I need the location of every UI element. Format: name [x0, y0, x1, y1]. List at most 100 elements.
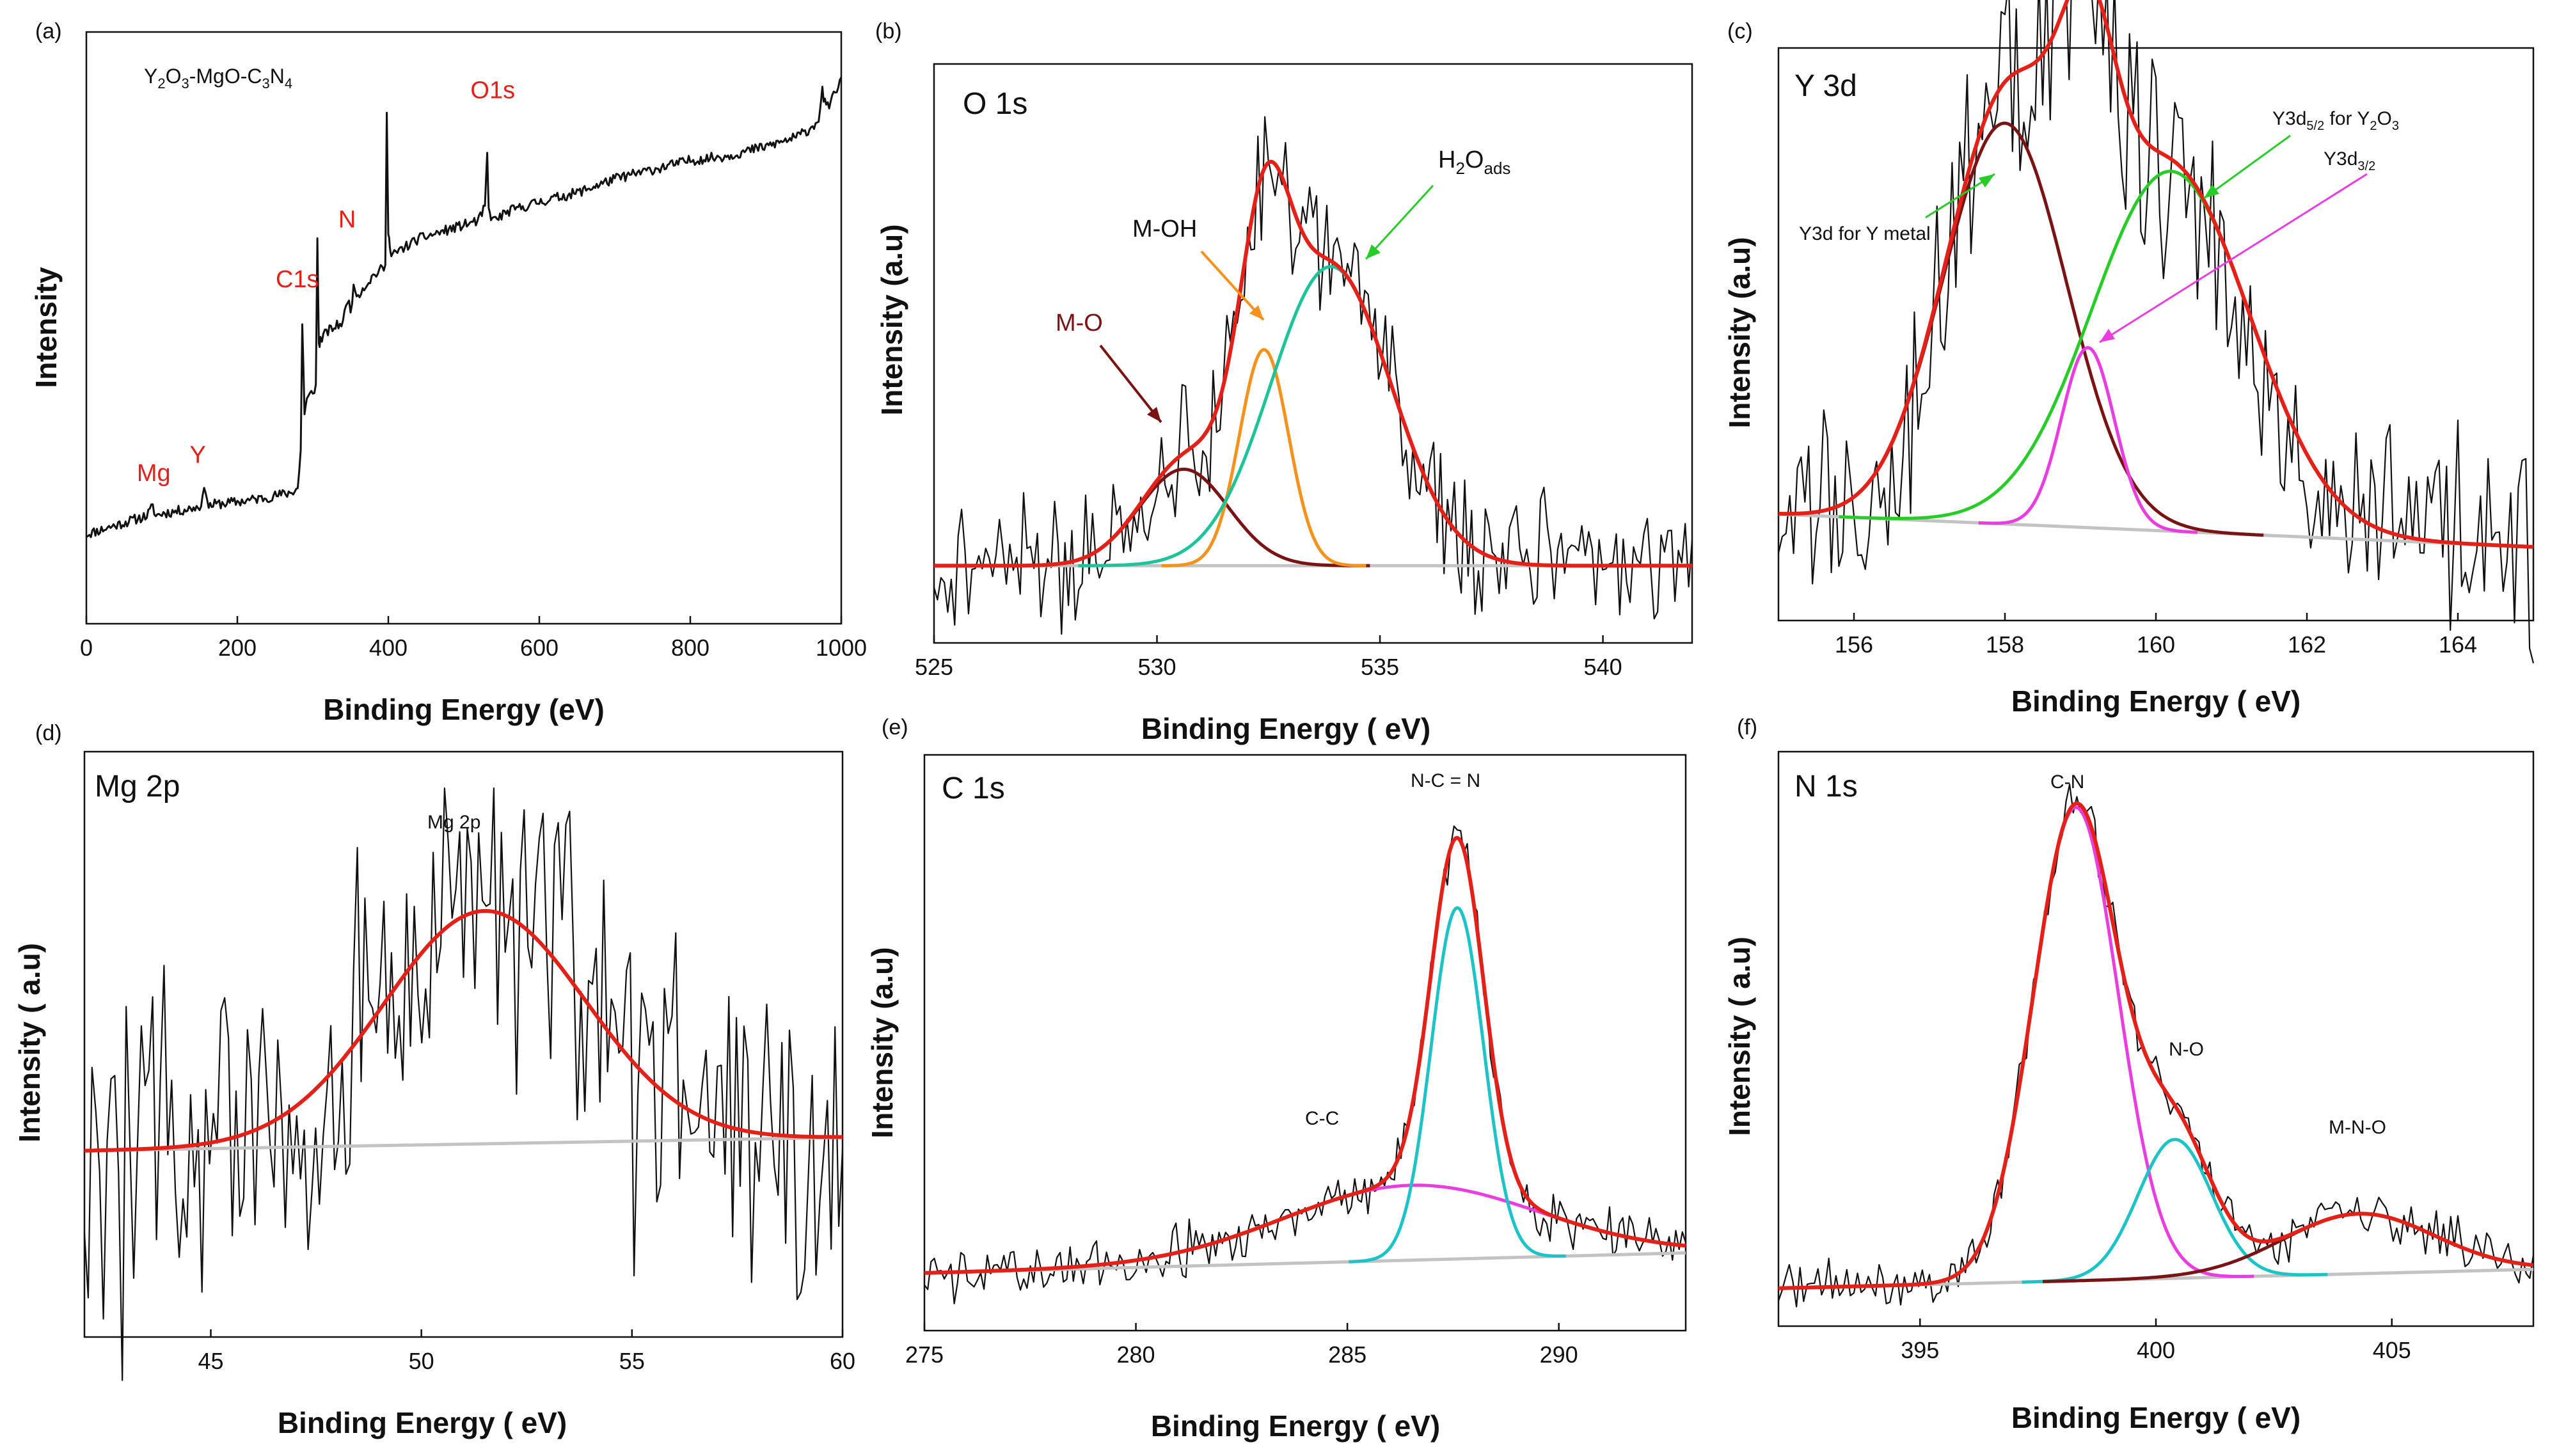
x-tick-label: 60: [830, 1348, 855, 1374]
x-tick-label: 405: [2373, 1337, 2411, 1363]
panel-a-plot-frame: [85, 31, 843, 625]
panel-b-annotations: M-O M-OH H2Oads: [1056, 146, 1510, 423]
panel-b: (b) O 1s 525 530 535 540 Binding Energy ( e…: [875, 19, 1693, 745]
panel-d-plot: [83, 787, 844, 1381]
annotation-y3d32-arrow: [2099, 173, 2368, 344]
annotation-n-o: N-O: [2169, 1039, 2204, 1060]
x-tick-label: 395: [1901, 1337, 1939, 1363]
annotation-mg2p: Mg 2p: [427, 812, 480, 833]
panel-b-title: O 1s: [963, 87, 1027, 121]
annotation-m-n-o: M-N-O: [2329, 1117, 2386, 1138]
panel-f-x-ticks: 395 400 405: [1901, 1318, 2411, 1363]
fit-component-n-o: [2022, 1137, 2328, 1284]
panel-d-y-axis-label: Intensity ( a.u): [13, 943, 46, 1143]
x-tick-label: 280: [1117, 1341, 1155, 1368]
annotation-h2o-ads-arrow: [1365, 184, 1434, 260]
panel-d-annotations: Mg 2p: [427, 812, 480, 833]
annotation-h2o-ads-arrowhead: [1366, 244, 1381, 259]
x-tick-label: 0: [80, 635, 93, 661]
survey-spectrum-line: [86, 77, 843, 539]
x-tick-label: 200: [218, 635, 257, 661]
annotation-n-c-n: N-C = N: [1411, 770, 1480, 791]
panel-f-title: N 1s: [1794, 770, 1858, 803]
raw-data-line: [1777, 0, 2535, 663]
panel-a: (a) Y2O3-MgO-C3N4 0 200 400 600 800 1000 Bind…: [29, 19, 867, 726]
panel-c-x-axis-label: Binding Energy ( eV): [2011, 684, 2301, 718]
panel-e-label: (e): [882, 715, 908, 740]
x-tick-label: 285: [1328, 1341, 1366, 1368]
panel-b-plot: [933, 116, 1693, 635]
fit-envelope: [934, 159, 1692, 568]
fit-envelope: [1778, 0, 2534, 549]
panel-c-plot: [1777, 0, 2535, 663]
annotation-m-oh-arrowhead: [1249, 305, 1263, 320]
annotation-m-o: M-O: [1056, 310, 1103, 336]
panel-d-x-axis-label: Binding Energy ( eV): [278, 1406, 567, 1439]
x-tick-label: 275: [905, 1341, 944, 1368]
annotation-y3d32-arrowhead: [2100, 329, 2115, 342]
raw-data-line: [924, 825, 1687, 1304]
panel-d-plot-frame: [83, 750, 844, 1338]
panel-a-label: (a): [35, 19, 62, 44]
x-tick-label: 800: [671, 635, 709, 661]
panel-e-y-axis-label: Intensity (a.u): [866, 947, 899, 1138]
annotation-h2o-ads: H2Oads: [1438, 146, 1510, 178]
annotation-y3d32: Y3d3/2: [2324, 148, 2375, 173]
panel-b-x-ticks: 525 530 535 540: [915, 635, 1622, 680]
panel-a-x-axis-label: Binding Energy (eV): [323, 693, 605, 726]
annotation-c-n: C-N: [2050, 772, 2084, 793]
panel-b-y-axis-label: Intensity (a.u): [875, 224, 908, 415]
panel-d-label: (d): [35, 721, 62, 745]
panel-a-x-ticks: 0 200 400 600 800 1000: [80, 616, 867, 661]
panel-e-title: C 1s: [942, 772, 1005, 805]
panel-e-x-ticks: 275 280 285 290: [905, 1323, 1578, 1368]
panel-f-label: (f): [1737, 715, 1757, 740]
raw-data-line: [83, 787, 844, 1381]
x-tick-label: 530: [1137, 654, 1176, 680]
panel-a-annotations: Mg Y C1s N O1s: [137, 77, 515, 487]
panel-c-x-ticks: 156 158 160 162 164: [1835, 613, 2477, 658]
survey-peak-label: N: [338, 206, 356, 233]
x-tick-label: 160: [2137, 631, 2175, 658]
annotation-m-o-arrowhead: [1147, 407, 1161, 422]
panel-a-plot: [86, 77, 843, 539]
background-baseline: [84, 1136, 843, 1153]
panel-c-label: (c): [1727, 19, 1753, 44]
annotation-y3d52-arrowhead: [2204, 184, 2219, 198]
survey-peak-label: O1s: [470, 77, 515, 104]
x-tick-label: 400: [2137, 1337, 2175, 1363]
panel-e-annotations: C-C N-C = N: [1305, 770, 1480, 1129]
annotation-y3d52-arrow: [2203, 134, 2291, 200]
x-tick-label: 162: [2288, 631, 2326, 658]
fit-envelope: [1778, 801, 2534, 1290]
x-tick-label: 540: [1584, 654, 1622, 680]
panel-e-plot: [924, 825, 1687, 1304]
survey-peak-label: C1s: [276, 266, 319, 293]
panel-b-plot-frame: [933, 63, 1693, 644]
annotation-m-oh-arrow: [1200, 250, 1265, 321]
panel-e-x-axis-label: Binding Energy ( eV): [1151, 1409, 1440, 1443]
panel-c-title: Y 3d: [1794, 69, 1857, 103]
annotation-y3d52-y2o3: Y3d5/2 for Y2O3: [2272, 108, 2399, 133]
panel-f: (f) N 1s 395 400 405 Binding Energy ( eV) …: [1723, 715, 2535, 1434]
panel-f-x-axis-label: Binding Energy ( eV): [2011, 1401, 2301, 1434]
x-tick-label: 156: [1835, 631, 1873, 658]
panel-d-x-ticks: 45 50 55 60: [198, 1329, 855, 1374]
raw-data-line: [933, 116, 1693, 635]
fit-envelope: [924, 835, 1686, 1275]
x-tick-label: 1000: [816, 635, 867, 661]
x-tick-label: 164: [2439, 631, 2477, 658]
survey-peak-label: Mg: [137, 460, 171, 487]
panel-e: (e) C 1s 275 280 285 290 Binding Energy ( e…: [866, 715, 1687, 1443]
x-tick-label: 158: [1986, 631, 2024, 658]
panel-f-y-axis-label: Intensity ( a.u): [1723, 937, 1756, 1136]
x-tick-label: 600: [520, 635, 558, 661]
fit-component-n-c-n: [1349, 906, 1566, 1263]
panel-c-annotations: Y3d for Y metal Y3d5/2 for Y2O3 Y3d3/2: [1799, 108, 2399, 344]
x-tick-label: 50: [409, 1348, 434, 1374]
annotation-c-c: C-C: [1305, 1108, 1339, 1129]
panel-c-y-axis-label: Intensity (a.u): [1723, 237, 1756, 428]
x-tick-label: 535: [1361, 654, 1399, 680]
fit-envelope: [84, 909, 843, 1153]
